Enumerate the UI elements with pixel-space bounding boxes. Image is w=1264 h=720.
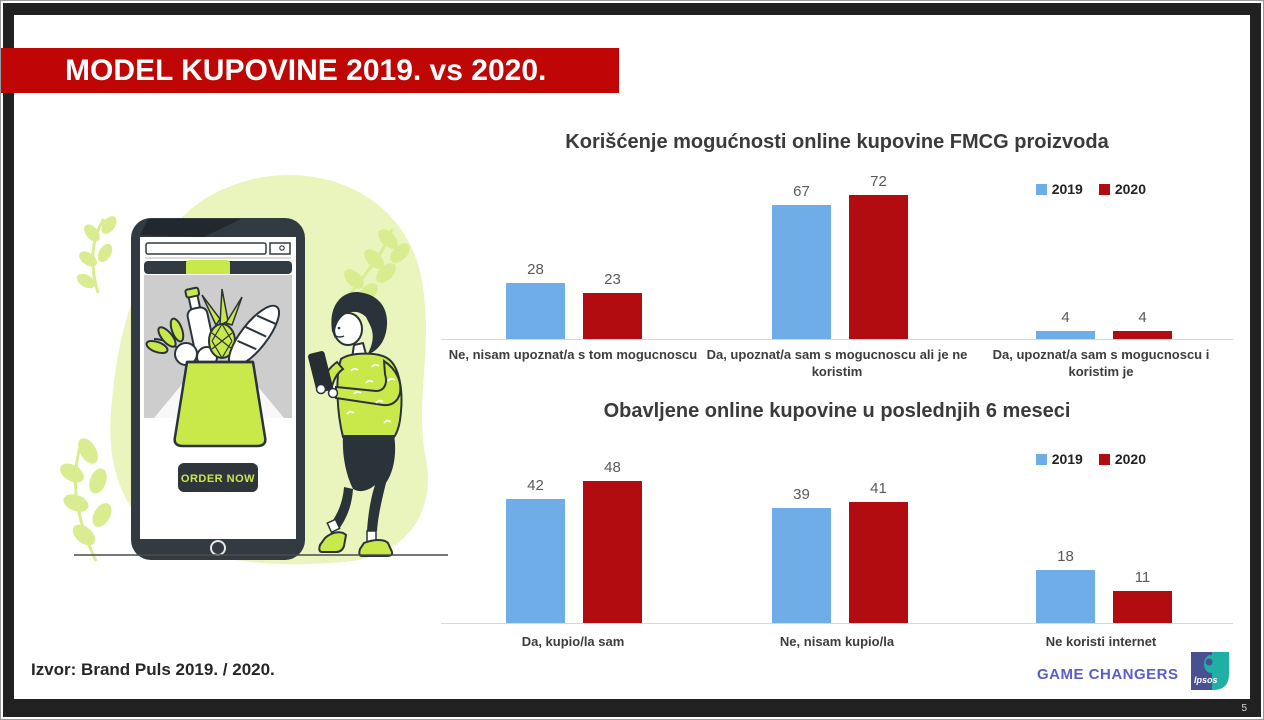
bar-2019 — [506, 499, 565, 623]
browser-tab — [186, 260, 230, 274]
svg-text:Ipsos: Ipsos — [1194, 675, 1218, 685]
leaf-branch-left — [60, 438, 112, 562]
chart-online-purchases-6-months: Obavljene online kupovine u poslednjih 6… — [441, 400, 1233, 656]
browser-address-bar — [145, 242, 267, 255]
bar-value-2019: 39 — [793, 486, 810, 503]
bar-2019 — [772, 508, 831, 623]
source-note: Izvor: Brand Puls 2019. / 2020. — [31, 660, 275, 679]
ipsos-logo: Ipsos — [1191, 652, 1229, 690]
legend-item-2020: 2020 — [1098, 181, 1146, 197]
groceries — [145, 286, 280, 368]
bar-2020 — [1113, 591, 1172, 623]
chart-title: Korišćenje mogućnosti online kupovine FM… — [565, 131, 1109, 153]
bar-2020 — [583, 481, 642, 623]
bar-2019 — [1036, 570, 1095, 623]
bar-2019 — [506, 283, 565, 339]
bar-value-2020: 41 — [870, 480, 887, 497]
chart-fmcg-online-usage: Korišćenje mogućnosti online kupovine FM… — [441, 131, 1233, 393]
category-label: Ne koristi internet — [1045, 634, 1157, 649]
search-icon — [279, 245, 285, 251]
category-label: Da, upoznat/a sam s mogucnoscu i koristi… — [992, 347, 1210, 379]
bar-value-2019: 67 — [793, 183, 810, 200]
legend-swatch-2019 — [1035, 453, 1047, 465]
bar-value-2020: 72 — [870, 173, 887, 190]
category-labels: Da, kupio/la sam Ne, nisam kupio/la Ne kor… — [441, 634, 1233, 651]
legend-item-2020: 2020 — [1098, 451, 1146, 467]
page-number: 5 — [1241, 703, 1247, 714]
bar-2020 — [849, 502, 908, 623]
title-banner: MODEL KUPOVINE 2019. vs 2020. — [1, 48, 619, 93]
legend-item-2019: 2019 — [1035, 181, 1083, 197]
shopping-illustration: ORDER NOW — [60, 175, 448, 565]
chart-plot-area: 2019 2020 28 23 67 72 4 4 — [441, 161, 1233, 340]
leaf-branch-upper-left — [76, 216, 117, 294]
phone-illustration: ORDER NOW — [131, 218, 305, 560]
chart-title: Obavljene online kupovine u poslednjih 6… — [603, 400, 1071, 422]
legend-swatch-2020 — [1098, 453, 1110, 465]
game-changers-wordmark: GAME CHANGERS — [1037, 666, 1179, 683]
grocery-bag — [173, 360, 267, 448]
page-title: MODEL KUPOVINE 2019. vs 2020. — [65, 53, 547, 87]
woman-illustration — [308, 291, 403, 557]
chart-legend: 2019 2020 — [1035, 451, 1146, 467]
category-labels: Ne, nisam upoznat/a s tom mogucnoscu Da, … — [441, 347, 1233, 381]
bar-2020 — [849, 195, 908, 339]
bar-value-2020: 11 — [1134, 569, 1151, 586]
bar-2019 — [1036, 331, 1095, 339]
bar-value-2020: 4 — [1138, 309, 1147, 326]
bar-value-2019: 28 — [527, 261, 544, 278]
chart-legend: 2019 2020 — [1035, 181, 1146, 197]
bar-2020 — [1113, 331, 1172, 339]
legend-label: 2020 — [1114, 181, 1146, 197]
category-label: Da, kupio/la sam — [521, 634, 625, 649]
bar-value-2020: 48 — [604, 459, 621, 476]
category-label: Ne, nisam kupio/la — [779, 634, 895, 649]
bar-value-2019: 42 — [527, 477, 544, 494]
legend-swatch-2019 — [1035, 183, 1047, 195]
legend-swatch-2020 — [1098, 183, 1110, 195]
bar-value-2019: 18 — [1057, 548, 1074, 565]
svg-text:ORDER NOW: ORDER NOW — [181, 473, 255, 485]
category-label: Da, upoznat/a sam s mogucnoscu ali je ne… — [706, 347, 968, 379]
bar-value-2020: 23 — [604, 271, 621, 288]
chart-plot-area: 2019 2020 42 48 39 41 18 11 — [441, 431, 1233, 624]
legend-label: 2019 — [1051, 451, 1083, 467]
legend-label: 2019 — [1051, 181, 1083, 197]
legend-label: 2020 — [1114, 451, 1146, 467]
legend-item-2019: 2019 — [1035, 451, 1083, 467]
bar-2019 — [772, 205, 831, 339]
category-label: Ne, nisam upoznat/a s tom mogucnoscu — [448, 347, 698, 362]
order-now-button: ORDER NOW — [178, 463, 258, 492]
bar-2020 — [583, 293, 642, 339]
leaf-branch-right — [334, 228, 410, 314]
bar-value-2019: 4 — [1061, 309, 1070, 326]
